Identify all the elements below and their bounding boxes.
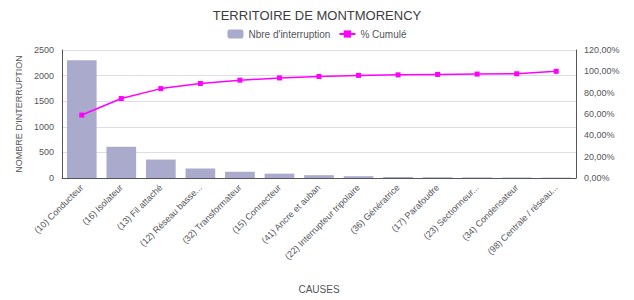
- svg-text:(16) Isolateur: (16) Isolateur: [80, 182, 125, 227]
- svg-text:% Cumulé: % Cumulé: [360, 29, 407, 40]
- svg-text:500: 500: [39, 147, 54, 157]
- svg-text:TERRITOIRE DE MONTMORENCY: TERRITOIRE DE MONTMORENCY: [213, 8, 422, 23]
- svg-text:(36) Génératrice: (36) Génératrice: [348, 182, 402, 236]
- svg-text:(15) Connecteur: (15) Connecteur: [230, 182, 283, 236]
- svg-text:(23) Sectionneur...: (23) Sectionneur...: [421, 182, 481, 242]
- svg-text:60,00%: 60,00%: [584, 109, 615, 119]
- svg-text:(34) Condensateur: (34) Condensateur: [460, 182, 521, 243]
- svg-text:100,00%: 100,00%: [584, 66, 620, 76]
- svg-text:(98) Centrale / réseau...: (98) Centrale / réseau...: [486, 182, 560, 256]
- svg-text:(32) Transformateur: (32) Transformateur: [180, 182, 243, 245]
- svg-text:1000: 1000: [34, 122, 54, 132]
- svg-text:80,00%: 80,00%: [584, 88, 615, 98]
- svg-text:(10) Conducteur: (10) Conducteur: [32, 182, 85, 235]
- svg-text:20,00%: 20,00%: [584, 152, 615, 162]
- svg-text:0,00%: 0,00%: [584, 173, 610, 183]
- svg-text:Nbre d'interruption: Nbre d'interruption: [248, 29, 330, 40]
- svg-text:(22) Interrupteur tripolaire: (22) Interrupteur tripolaire: [283, 182, 362, 261]
- svg-text:(41) Ancre et auban: (41) Ancre et auban: [259, 182, 323, 246]
- svg-text:(13) Fil attaché: (13) Fil attaché: [114, 182, 165, 232]
- svg-text:NOMBRE D'INTERRUPTION: NOMBRE D'INTERRUPTION: [14, 55, 24, 173]
- svg-text:40,00%: 40,00%: [584, 130, 615, 140]
- svg-text:(17) Parafoudre: (17) Parafoudre: [389, 182, 442, 234]
- svg-text:CAUSES: CAUSES: [298, 284, 339, 295]
- svg-text:120,00%: 120,00%: [584, 45, 620, 55]
- svg-text:1500: 1500: [34, 96, 54, 106]
- svg-text:2000: 2000: [34, 71, 54, 81]
- svg-text:0: 0: [49, 173, 54, 183]
- svg-text:(12) Réseau basse...: (12) Réseau basse...: [137, 182, 204, 249]
- svg-text:2500: 2500: [34, 45, 54, 55]
